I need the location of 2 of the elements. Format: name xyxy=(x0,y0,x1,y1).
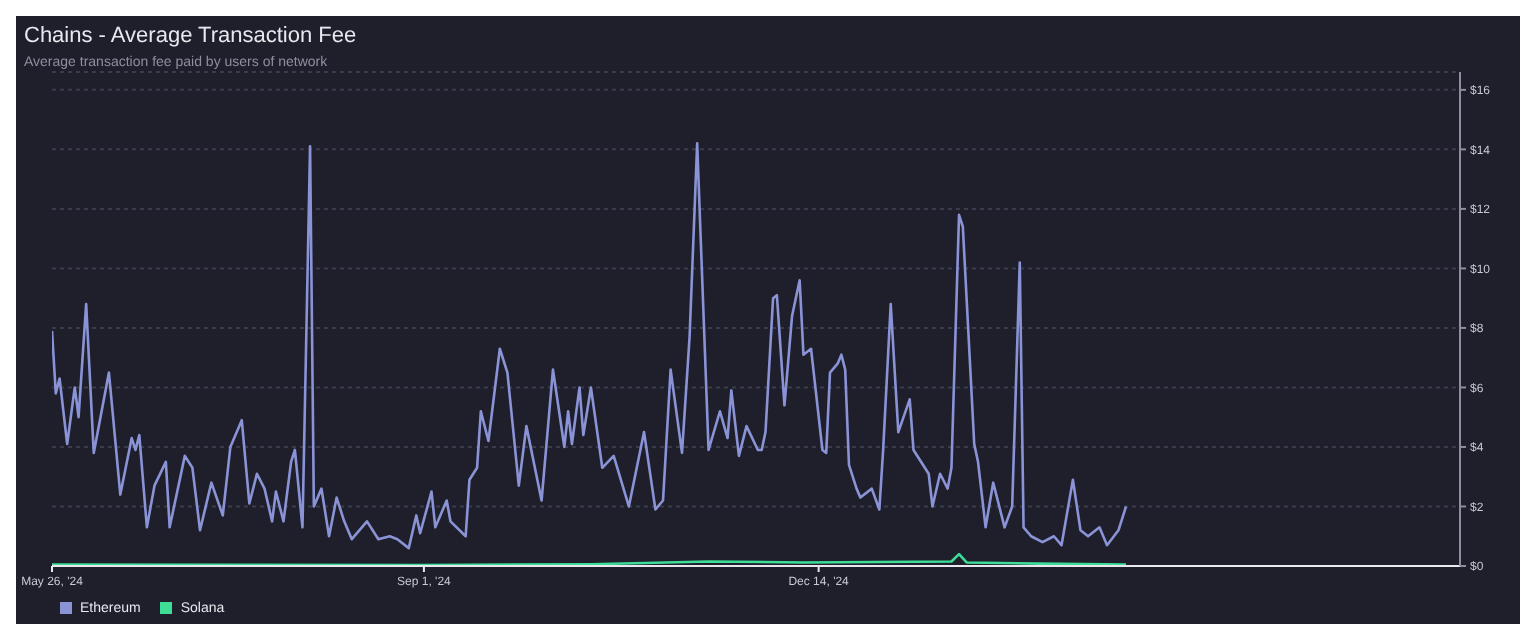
line-series xyxy=(52,142,1128,550)
chart-title: Chains - Average Transaction Fee xyxy=(24,24,357,48)
